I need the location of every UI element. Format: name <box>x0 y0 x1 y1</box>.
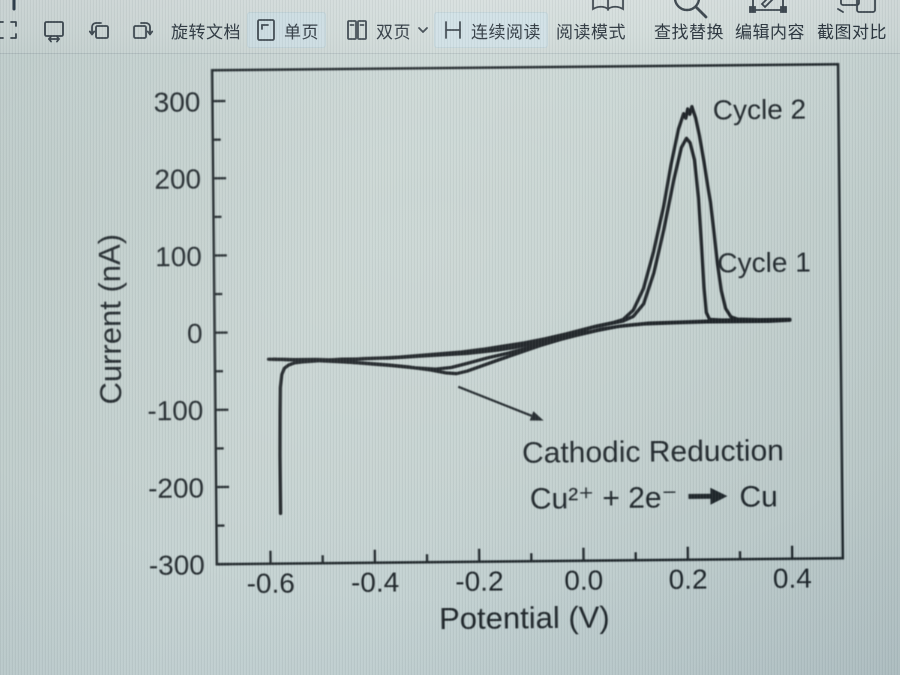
double-page-button[interactable]: 双页 <box>344 12 429 48</box>
cathodic-reduction-label: Cathodic Reduction <box>522 434 784 470</box>
screenshot-compare-label: 截图对比 <box>817 22 887 42</box>
y-tick-label: 300 <box>154 86 201 117</box>
single-page-icon <box>257 19 275 41</box>
magnifier-icon <box>670 0 714 19</box>
cycle2-label: Cycle 2 <box>713 94 807 126</box>
axis-labels: -0.6 -0.4 -0.2 0.0 0.2 0.4 300 200 100 0 -100 -200 -… <box>92 86 812 636</box>
x-tick-label: 0.0 <box>564 565 603 596</box>
x-tick-label: 0.4 <box>773 563 812 594</box>
select-region-button[interactable] <box>0 12 20 48</box>
continuous-read-label: 连续阅读 <box>471 22 541 42</box>
axes <box>210 62 845 566</box>
cycle1-label: Cycle 1 <box>717 246 811 278</box>
cv-curve-cycle-2 <box>266 104 792 371</box>
find-replace-button[interactable]: 查找替换 <box>654 12 724 48</box>
y-tick-label: 200 <box>154 163 201 194</box>
y-tick-label: 100 <box>155 241 202 272</box>
book-icon <box>589 0 629 13</box>
x-tick-label: 0.2 <box>668 564 707 595</box>
y-tick-label: 0 <box>187 318 203 349</box>
fit-width-button[interactable] <box>41 12 67 48</box>
rotate-right-icon <box>133 22 154 39</box>
y-tick-label: -300 <box>149 549 205 581</box>
reaction-arrow-icon <box>688 487 728 505</box>
clipped-corner-icon <box>0 0 18 11</box>
fit-width-icon <box>44 21 64 43</box>
find-replace-label: 查找替换 <box>654 22 724 42</box>
compare-icon <box>836 0 882 14</box>
rotate-left-icon <box>88 22 109 39</box>
rotate-document-label: 旋转文档 <box>171 22 241 42</box>
pointer-arrow-line <box>457 385 532 417</box>
rotate-left-button[interactable] <box>87 12 113 48</box>
single-page-label: 单页 <box>284 22 319 42</box>
x-tick-label: -0.2 <box>455 565 504 596</box>
annotations: Cycle 2 Cycle 1 Cathodic Reduction Cu²⁺ + 2… <box>457 94 811 516</box>
y-tick-label: -100 <box>147 395 203 427</box>
edit-content-button[interactable]: 编辑内容 <box>735 12 805 48</box>
x-tick-label: -0.4 <box>351 566 400 597</box>
double-page-icon <box>347 20 367 40</box>
y-axis-title: Current (nA) <box>92 234 129 405</box>
double-page-label: 双页 <box>376 22 411 42</box>
edit-pencil-icon <box>746 0 790 14</box>
edit-content-label: 编辑内容 <box>735 22 805 42</box>
x-axis-title: Potential (V) <box>439 599 610 636</box>
y-tick-label: -200 <box>148 472 204 504</box>
pointer-arrow-head <box>529 411 544 421</box>
reaction-rhs: Cu <box>739 481 778 514</box>
single-page-button[interactable]: 单页 <box>247 12 326 48</box>
read-mode-label: 阅读模式 <box>556 22 626 42</box>
read-mode-button[interactable]: 阅读模式 <box>556 12 626 48</box>
chevron-down-icon <box>418 27 428 33</box>
rotate-document-button[interactable]: 旋转文档 <box>171 12 241 48</box>
continuous-read-button[interactable]: 连续阅读 <box>434 12 548 48</box>
x-tick-label: -0.6 <box>246 567 295 598</box>
continuous-read-icon <box>445 21 461 39</box>
cv-curves <box>266 104 792 516</box>
rotate-right-button[interactable] <box>129 12 155 48</box>
reaction-lhs: Cu²⁺ + 2e⁻ <box>530 482 678 516</box>
screenshot-compare-button[interactable]: 截图对比 <box>817 12 887 48</box>
select-region-icon <box>0 21 17 39</box>
